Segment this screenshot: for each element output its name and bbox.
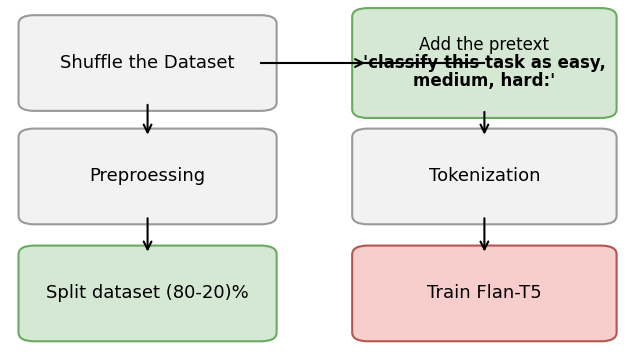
Text: Shuffle the Dataset: Shuffle the Dataset [60,54,235,72]
FancyBboxPatch shape [352,129,616,224]
Text: Tokenization: Tokenization [429,167,540,185]
FancyBboxPatch shape [352,8,616,118]
Text: 'classify this task as easy,: 'classify this task as easy, [363,54,606,72]
FancyBboxPatch shape [19,129,276,224]
FancyBboxPatch shape [352,246,616,341]
Text: Add the pretext: Add the pretext [419,36,549,54]
Text: Split dataset (80-20)%: Split dataset (80-20)% [46,284,249,302]
Text: Train Flan-T5: Train Flan-T5 [427,284,542,302]
Text: Preproessing: Preproessing [90,167,205,185]
Text: medium, hard:': medium, hard:' [413,72,556,90]
FancyBboxPatch shape [19,15,276,111]
FancyBboxPatch shape [19,246,276,341]
